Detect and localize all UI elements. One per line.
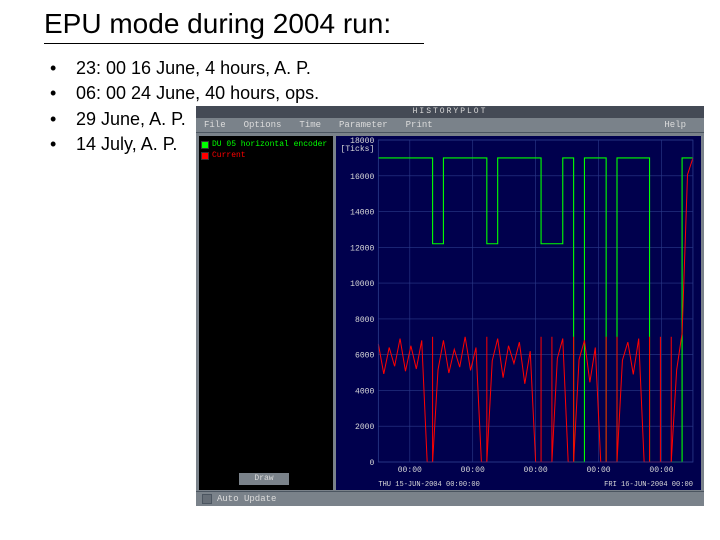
svg-text:2000: 2000 [355, 423, 375, 432]
legend-label-0: DU 05 horizontal encoder [212, 140, 327, 149]
legend-item-1: Current [201, 151, 331, 160]
bullet-item: 06: 00 24 June, 40 hours, ops. [76, 81, 690, 105]
plot-area: 0200040006000800010000120001400016000180… [336, 136, 701, 490]
window-titlebar: HISTORYPLOT [196, 106, 704, 118]
svg-text:[Ticks]: [Ticks] [341, 145, 375, 154]
svg-text:4000: 4000 [355, 387, 375, 396]
svg-text:14000: 14000 [350, 209, 374, 218]
menu-print[interactable]: Print [402, 120, 447, 130]
historyplot-window: HISTORYPLOT File Options Time Parameter … [196, 106, 704, 506]
legend-panel: DU 05 horizontal encoder Current Draw [199, 136, 333, 490]
svg-text:00:00: 00:00 [586, 466, 610, 475]
svg-text:10000: 10000 [350, 280, 374, 289]
svg-text:8000: 8000 [355, 316, 375, 325]
menu-options[interactable]: Options [240, 120, 296, 130]
svg-text:FRI 16-JUN-2004 00:00: FRI 16-JUN-2004 00:00 [604, 481, 693, 489]
menu-file[interactable]: File [200, 120, 240, 130]
menu-parameter[interactable]: Parameter [335, 120, 402, 130]
auto-update-checkbox[interactable] [202, 494, 212, 504]
svg-text:16000: 16000 [350, 173, 374, 182]
menu-help[interactable]: Help [660, 120, 700, 130]
svg-text:0: 0 [369, 459, 374, 468]
svg-text:00:00: 00:00 [649, 466, 673, 475]
legend-swatch-0 [201, 141, 209, 149]
plot-svg: 0200040006000800010000120001400016000180… [336, 136, 701, 490]
bullet-item: 23: 00 16 June, 4 hours, A. P. [76, 56, 690, 80]
app-body: DU 05 horizontal encoder Current Draw 0 2… [196, 133, 704, 493]
menu-time[interactable]: Time [295, 120, 335, 130]
svg-text:00:00: 00:00 [461, 466, 485, 475]
page-title: EPU mode during 2004 run: [44, 8, 391, 40]
auto-update-label: Auto Update [217, 494, 276, 504]
menubar: File Options Time Parameter Print Help [196, 118, 704, 133]
legend-label-1: Current [212, 151, 246, 160]
draw-button[interactable]: Draw [239, 473, 289, 485]
svg-text:12000: 12000 [350, 244, 374, 253]
legend-swatch-1 [201, 152, 209, 160]
legend-item-0: DU 05 horizontal encoder [201, 140, 331, 149]
bottom-bar: Auto Update [196, 491, 704, 506]
svg-text:6000: 6000 [355, 352, 375, 361]
svg-text:THU 15-JUN-2004 00:00:00: THU 15-JUN-2004 00:00:00 [378, 481, 479, 489]
svg-text:00:00: 00:00 [398, 466, 422, 475]
title-underline [44, 43, 424, 44]
svg-text:00:00: 00:00 [524, 466, 548, 475]
